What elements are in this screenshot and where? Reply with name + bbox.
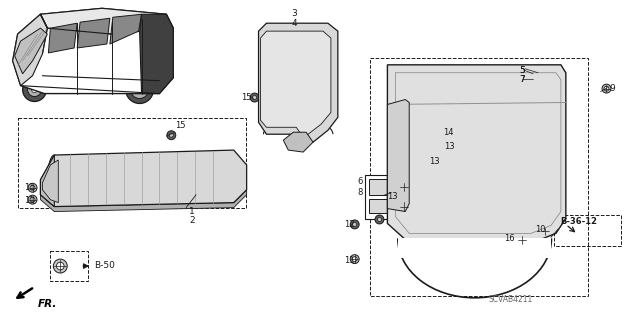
Polygon shape [42,160,58,203]
Circle shape [131,81,148,99]
Circle shape [401,184,407,189]
Text: 7: 7 [519,75,525,84]
Circle shape [604,86,609,91]
Circle shape [136,85,143,93]
Circle shape [543,229,547,234]
Circle shape [28,195,37,204]
Polygon shape [387,65,566,241]
Circle shape [446,129,455,138]
Polygon shape [387,100,409,211]
Circle shape [125,76,154,103]
Polygon shape [13,8,173,93]
Text: 5: 5 [519,66,525,75]
Bar [369,58,588,296]
Text: 9: 9 [609,84,615,93]
Circle shape [53,259,67,273]
Bar [365,175,422,219]
Ellipse shape [446,140,504,204]
Text: 15: 15 [175,121,186,130]
Polygon shape [13,14,47,85]
Polygon shape [40,8,173,34]
Polygon shape [77,18,110,48]
Polygon shape [49,23,77,53]
Circle shape [444,158,453,167]
Circle shape [399,202,409,211]
Circle shape [30,197,35,202]
Circle shape [460,143,468,152]
Ellipse shape [235,158,243,196]
Circle shape [350,220,359,229]
Circle shape [253,95,257,100]
Circle shape [22,78,47,101]
Text: 13: 13 [444,142,454,151]
Text: B-36-12: B-36-12 [560,218,597,226]
Text: 11: 11 [24,196,34,205]
Text: 11: 11 [24,183,34,192]
Bar [18,118,246,208]
Text: 14: 14 [443,128,453,137]
Text: 2: 2 [189,217,195,226]
Polygon shape [140,14,173,93]
Polygon shape [284,132,313,152]
Circle shape [353,222,356,226]
Text: 10: 10 [535,226,546,234]
Circle shape [30,185,35,190]
Circle shape [28,83,42,97]
Ellipse shape [47,155,61,207]
Circle shape [541,227,550,236]
Circle shape [401,204,407,209]
Polygon shape [259,23,338,142]
Circle shape [375,215,384,224]
Polygon shape [110,14,141,44]
Bar [554,214,621,246]
Polygon shape [40,150,246,207]
Text: 3: 3 [291,9,297,18]
Circle shape [447,160,451,164]
Circle shape [28,183,37,192]
Bar [51,251,88,281]
Circle shape [250,93,259,102]
Circle shape [449,131,453,135]
Circle shape [378,218,381,221]
Text: 8: 8 [358,188,363,197]
Text: 11: 11 [344,256,355,265]
Circle shape [170,133,173,137]
Text: 15: 15 [241,93,251,101]
Text: SCVAB4211: SCVAB4211 [488,295,532,304]
Polygon shape [15,28,47,74]
Text: 13: 13 [387,192,398,201]
Polygon shape [260,31,331,134]
Circle shape [31,87,38,93]
Text: 16: 16 [504,234,515,243]
Polygon shape [40,190,246,211]
Circle shape [461,145,466,149]
Circle shape [602,84,611,93]
Text: B-50: B-50 [94,261,115,270]
Bar [369,179,390,195]
Circle shape [399,182,409,192]
Text: 5: 5 [519,66,525,75]
Text: 13: 13 [429,157,440,166]
Text: 12: 12 [344,220,355,229]
Circle shape [167,131,176,140]
Ellipse shape [455,148,495,196]
Polygon shape [40,155,54,207]
Circle shape [352,257,357,262]
Text: 1: 1 [189,207,195,216]
Circle shape [520,238,525,243]
Text: FR.: FR. [38,299,57,309]
Polygon shape [398,238,551,258]
Circle shape [56,262,64,270]
Bar [369,199,390,212]
Text: 6: 6 [358,177,363,186]
Circle shape [350,255,359,263]
Circle shape [518,236,527,245]
Text: 7: 7 [519,75,525,84]
Text: 4: 4 [291,19,297,28]
